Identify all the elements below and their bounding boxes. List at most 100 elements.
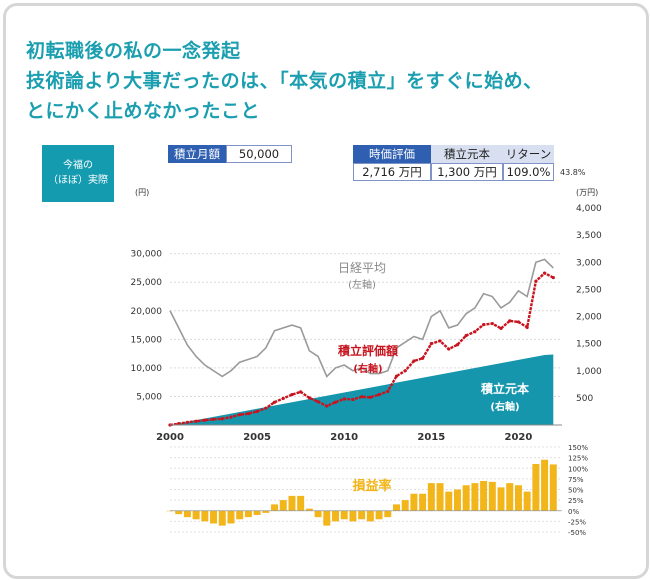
value-point	[525, 325, 529, 329]
value-point	[290, 393, 294, 397]
headline-line-1: 初転職後の私の一念発起	[26, 40, 241, 62]
pnl-tick-label: 0%	[568, 508, 579, 516]
pnl-bar	[497, 487, 505, 511]
value-point	[516, 320, 521, 324]
value-point	[490, 321, 494, 326]
pnl-bar	[427, 483, 435, 511]
pnl-bar	[366, 510, 374, 522]
value-point	[482, 323, 486, 327]
pnl-bar	[323, 510, 331, 526]
value-point	[229, 415, 233, 419]
return-header: リターン	[503, 145, 554, 163]
pnl-bar	[375, 510, 383, 520]
y-right-unit: (万円)	[576, 188, 598, 197]
x-tick-label: 2015	[417, 432, 445, 443]
pnl-tick-label: 25%	[568, 497, 584, 505]
pnl-tick-label: 50%	[568, 487, 584, 495]
y-right-tick-label: 3,000	[576, 258, 602, 268]
pnl-bar	[279, 500, 287, 511]
pnl-bar	[549, 464, 557, 511]
nikkei-line	[169, 258, 554, 378]
value-point	[386, 389, 390, 393]
principal-cell: 1,300 万円	[431, 163, 503, 181]
pnl-label: 損益率	[352, 478, 391, 494]
value-point	[220, 417, 224, 421]
value-point	[316, 400, 320, 404]
pnl-bar	[183, 510, 191, 518]
market-value: 2,716	[362, 165, 396, 179]
pnl-bar	[393, 504, 400, 511]
market-value-unit: 万円	[398, 165, 422, 179]
pnl-tick-label: 100%	[568, 465, 588, 473]
value-point	[455, 343, 460, 347]
value-point	[394, 374, 399, 378]
value-point	[499, 326, 503, 331]
pnl-tick-label: 150%	[568, 444, 588, 452]
monthly-amount-value: 50,000	[226, 145, 292, 163]
pnl-bar	[523, 491, 531, 511]
value-point	[325, 404, 329, 408]
y-right-tick-label: 1,000	[576, 367, 602, 377]
value-point	[299, 390, 303, 394]
pnl-bar	[349, 510, 357, 522]
value-point	[272, 400, 277, 404]
y-left-tick-label: 20,000	[131, 307, 163, 317]
y-left-tick-label: 5,000	[136, 392, 162, 402]
headline-line-3: とにかく止めなかったこと	[26, 100, 261, 122]
pnl-bar	[218, 510, 226, 526]
pnl-bar	[305, 508, 313, 511]
value-point	[447, 347, 451, 351]
value-point	[542, 271, 547, 275]
principal-label: 積立元本	[480, 381, 529, 396]
y-right-tick-label: 2,500	[576, 285, 602, 295]
value-point	[368, 395, 372, 399]
pnl-bar	[541, 459, 549, 511]
x-tick-label: 2010	[330, 432, 358, 443]
nikkei-sublabel: (左軸)	[348, 278, 376, 291]
pnl-bar	[175, 510, 183, 515]
value-point	[255, 409, 259, 414]
pnl-bar	[401, 500, 409, 511]
value-point	[307, 396, 311, 400]
value-point	[333, 400, 338, 404]
monthly-amount-label: 積立月額	[168, 145, 226, 163]
value-point	[508, 319, 512, 323]
value-point	[551, 276, 555, 280]
pnl-bar	[332, 510, 339, 522]
x-tick-label: 2020	[505, 432, 533, 443]
pnl-bar	[445, 491, 453, 511]
pnl-bar	[436, 483, 444, 511]
y-right-tick-label: 4,000	[576, 204, 602, 214]
badge-line-2: （ほぼ）実際	[48, 175, 108, 186]
pnl-bar	[471, 483, 479, 511]
y-right-tick-label: 500	[576, 394, 593, 404]
value-label: 積立評価額	[337, 343, 398, 358]
value-point	[177, 422, 181, 426]
pnl-bar	[288, 495, 296, 511]
badge-line-1: 今福の	[63, 160, 93, 171]
pnl-bar	[532, 464, 540, 511]
pnl-bar	[488, 481, 496, 511]
pnl-tick-label: -25%	[568, 518, 586, 526]
principal-value: 1,300	[437, 165, 471, 179]
value-point	[377, 393, 381, 397]
pnl-bar	[384, 510, 392, 518]
pnl-bar	[506, 483, 514, 511]
value-point	[351, 397, 355, 402]
pnl-tick-label: 125%	[568, 455, 588, 463]
value-point	[360, 395, 364, 399]
value-point	[412, 359, 416, 363]
value-point	[203, 418, 207, 422]
value-point	[281, 396, 285, 401]
pnl-bar	[462, 485, 470, 511]
principal-sublabel: (右軸)	[490, 400, 519, 413]
nikkei-label: 日経平均	[338, 261, 386, 275]
value-point	[211, 417, 216, 421]
y-left-unit: (円)	[135, 188, 149, 197]
pnl-bar	[340, 510, 348, 520]
value-point	[421, 356, 425, 360]
principal-header: 積立元本	[431, 145, 503, 163]
pnl-bar	[453, 489, 461, 511]
pnl-bar	[410, 493, 418, 511]
